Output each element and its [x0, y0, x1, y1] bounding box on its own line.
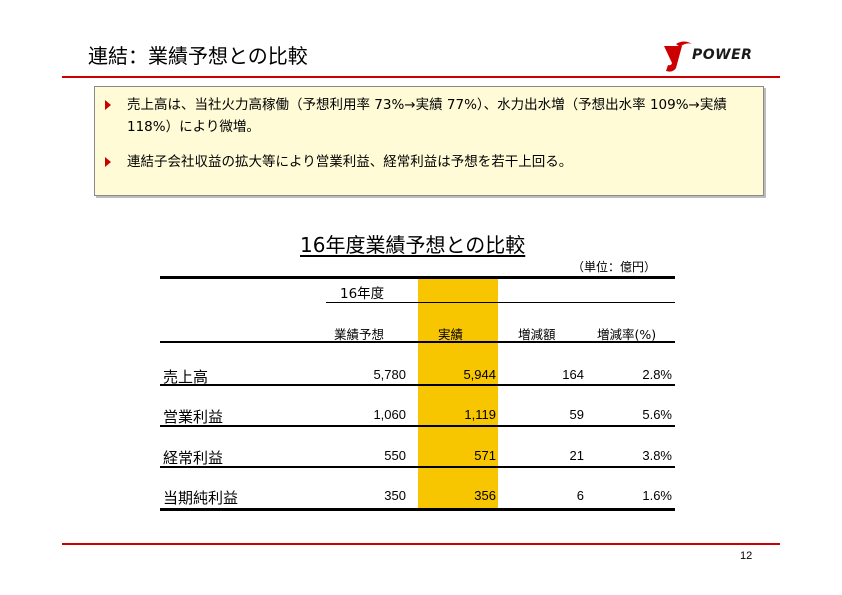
row-label: 経常利益 [163, 449, 224, 467]
column-header-forecast: 業績予想 [334, 327, 385, 342]
year-underline [326, 302, 675, 303]
row-divider [160, 425, 675, 427]
column-header-actual: 実績 [438, 327, 464, 342]
cell-rate: 3.8% [642, 448, 672, 463]
triangle-bullet-icon [105, 100, 111, 110]
cell-diff: 164 [562, 367, 584, 382]
header-divider [62, 76, 780, 78]
column-header-rate: 増減率(%) [597, 327, 657, 342]
cell-diff: 6 [576, 488, 584, 503]
cell-diff: 21 [569, 448, 584, 463]
table-title: 16年度業績予想との比較 [300, 233, 526, 257]
table-bottom-rule [160, 508, 675, 511]
cell-actual: 571 [474, 448, 496, 463]
fiscal-year-label: 16年度 [340, 286, 385, 302]
cell-actual: 5,944 [463, 367, 496, 382]
cell-forecast: 550 [384, 448, 406, 463]
footer-divider [62, 543, 780, 545]
actual-column-highlight [418, 276, 498, 511]
cell-actual: 356 [474, 488, 496, 503]
cell-rate: 1.6% [642, 488, 672, 503]
row-label: 売上高 [163, 368, 209, 386]
summary-box: 売上高は、当社火力高稼働（予想利用率 73%→実績 77%）、水力出水増（予想出… [94, 86, 764, 196]
page-number: 12 [740, 550, 753, 562]
summary-bullet-text: 売上高は、当社火力高稼働（予想利用率 73%→実績 77%）、水力出水増（予想出… [127, 97, 727, 135]
row-label: 当期純利益 [163, 489, 239, 507]
row-label: 営業利益 [163, 408, 224, 426]
cell-forecast: 1,060 [373, 407, 406, 422]
cell-forecast: 350 [384, 488, 406, 503]
cell-actual: 1,119 [464, 407, 496, 422]
row-divider [160, 384, 675, 386]
cell-rate: 5.6% [642, 407, 672, 422]
summary-bullet-text: 連結子会社収益の拡大等により営業利益、経常利益は予想を若干上回る。 [127, 154, 573, 170]
logo-text: POWER [692, 47, 753, 63]
unit-label: （単位：億円） [572, 260, 657, 274]
cell-diff: 59 [569, 407, 584, 422]
column-header-diff: 増減額 [518, 327, 556, 342]
cell-forecast: 5,780 [373, 367, 406, 382]
cell-rate: 2.8% [642, 367, 672, 382]
header-rule [160, 341, 675, 343]
triangle-bullet-icon [105, 157, 111, 167]
page-title: 連結：業績予想との比較 [88, 44, 308, 68]
row-divider [160, 466, 675, 468]
table-top-rule [160, 276, 675, 279]
jpower-logo [664, 41, 692, 72]
